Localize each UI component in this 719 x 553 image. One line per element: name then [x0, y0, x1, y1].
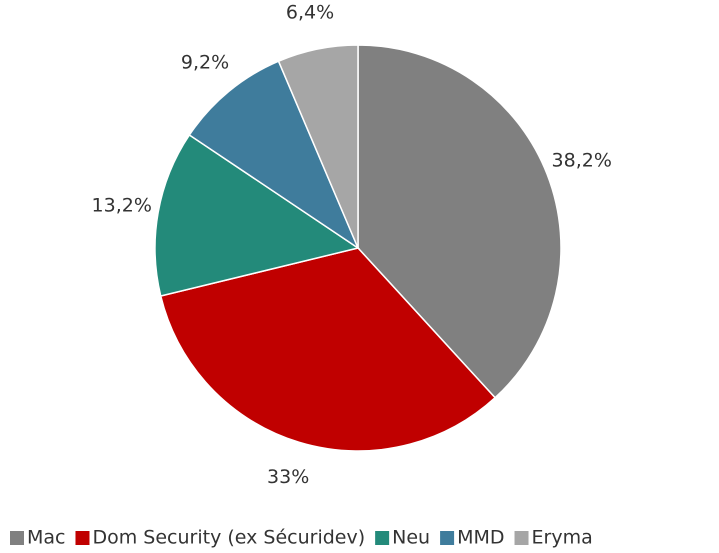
data-label: 6,4%: [286, 1, 334, 23]
legend-swatch: [75, 531, 90, 545]
data-label: 38,2%: [552, 150, 612, 172]
legend-label: Dom Security (ex Sécuridev): [92, 527, 365, 549]
legend-swatch: [375, 531, 390, 545]
data-label: 33%: [267, 466, 309, 488]
pie-slice: [277, 44, 359, 249]
legend-swatch: [440, 531, 455, 545]
legend-label: Neu: [392, 527, 430, 549]
legend-label: Mac: [27, 527, 65, 549]
data-label: 13,2%: [92, 194, 152, 216]
pie-slice: [154, 133, 360, 297]
pie-slice: [188, 60, 360, 251]
pie-slice: [357, 44, 562, 399]
legend-label: Eryma: [532, 527, 593, 549]
legend-label: MMD: [457, 527, 504, 549]
legend-swatch: [10, 531, 24, 545]
legend-swatch: [514, 531, 529, 545]
pie-slice: [159, 247, 497, 452]
data-label: 9,2%: [181, 52, 229, 74]
